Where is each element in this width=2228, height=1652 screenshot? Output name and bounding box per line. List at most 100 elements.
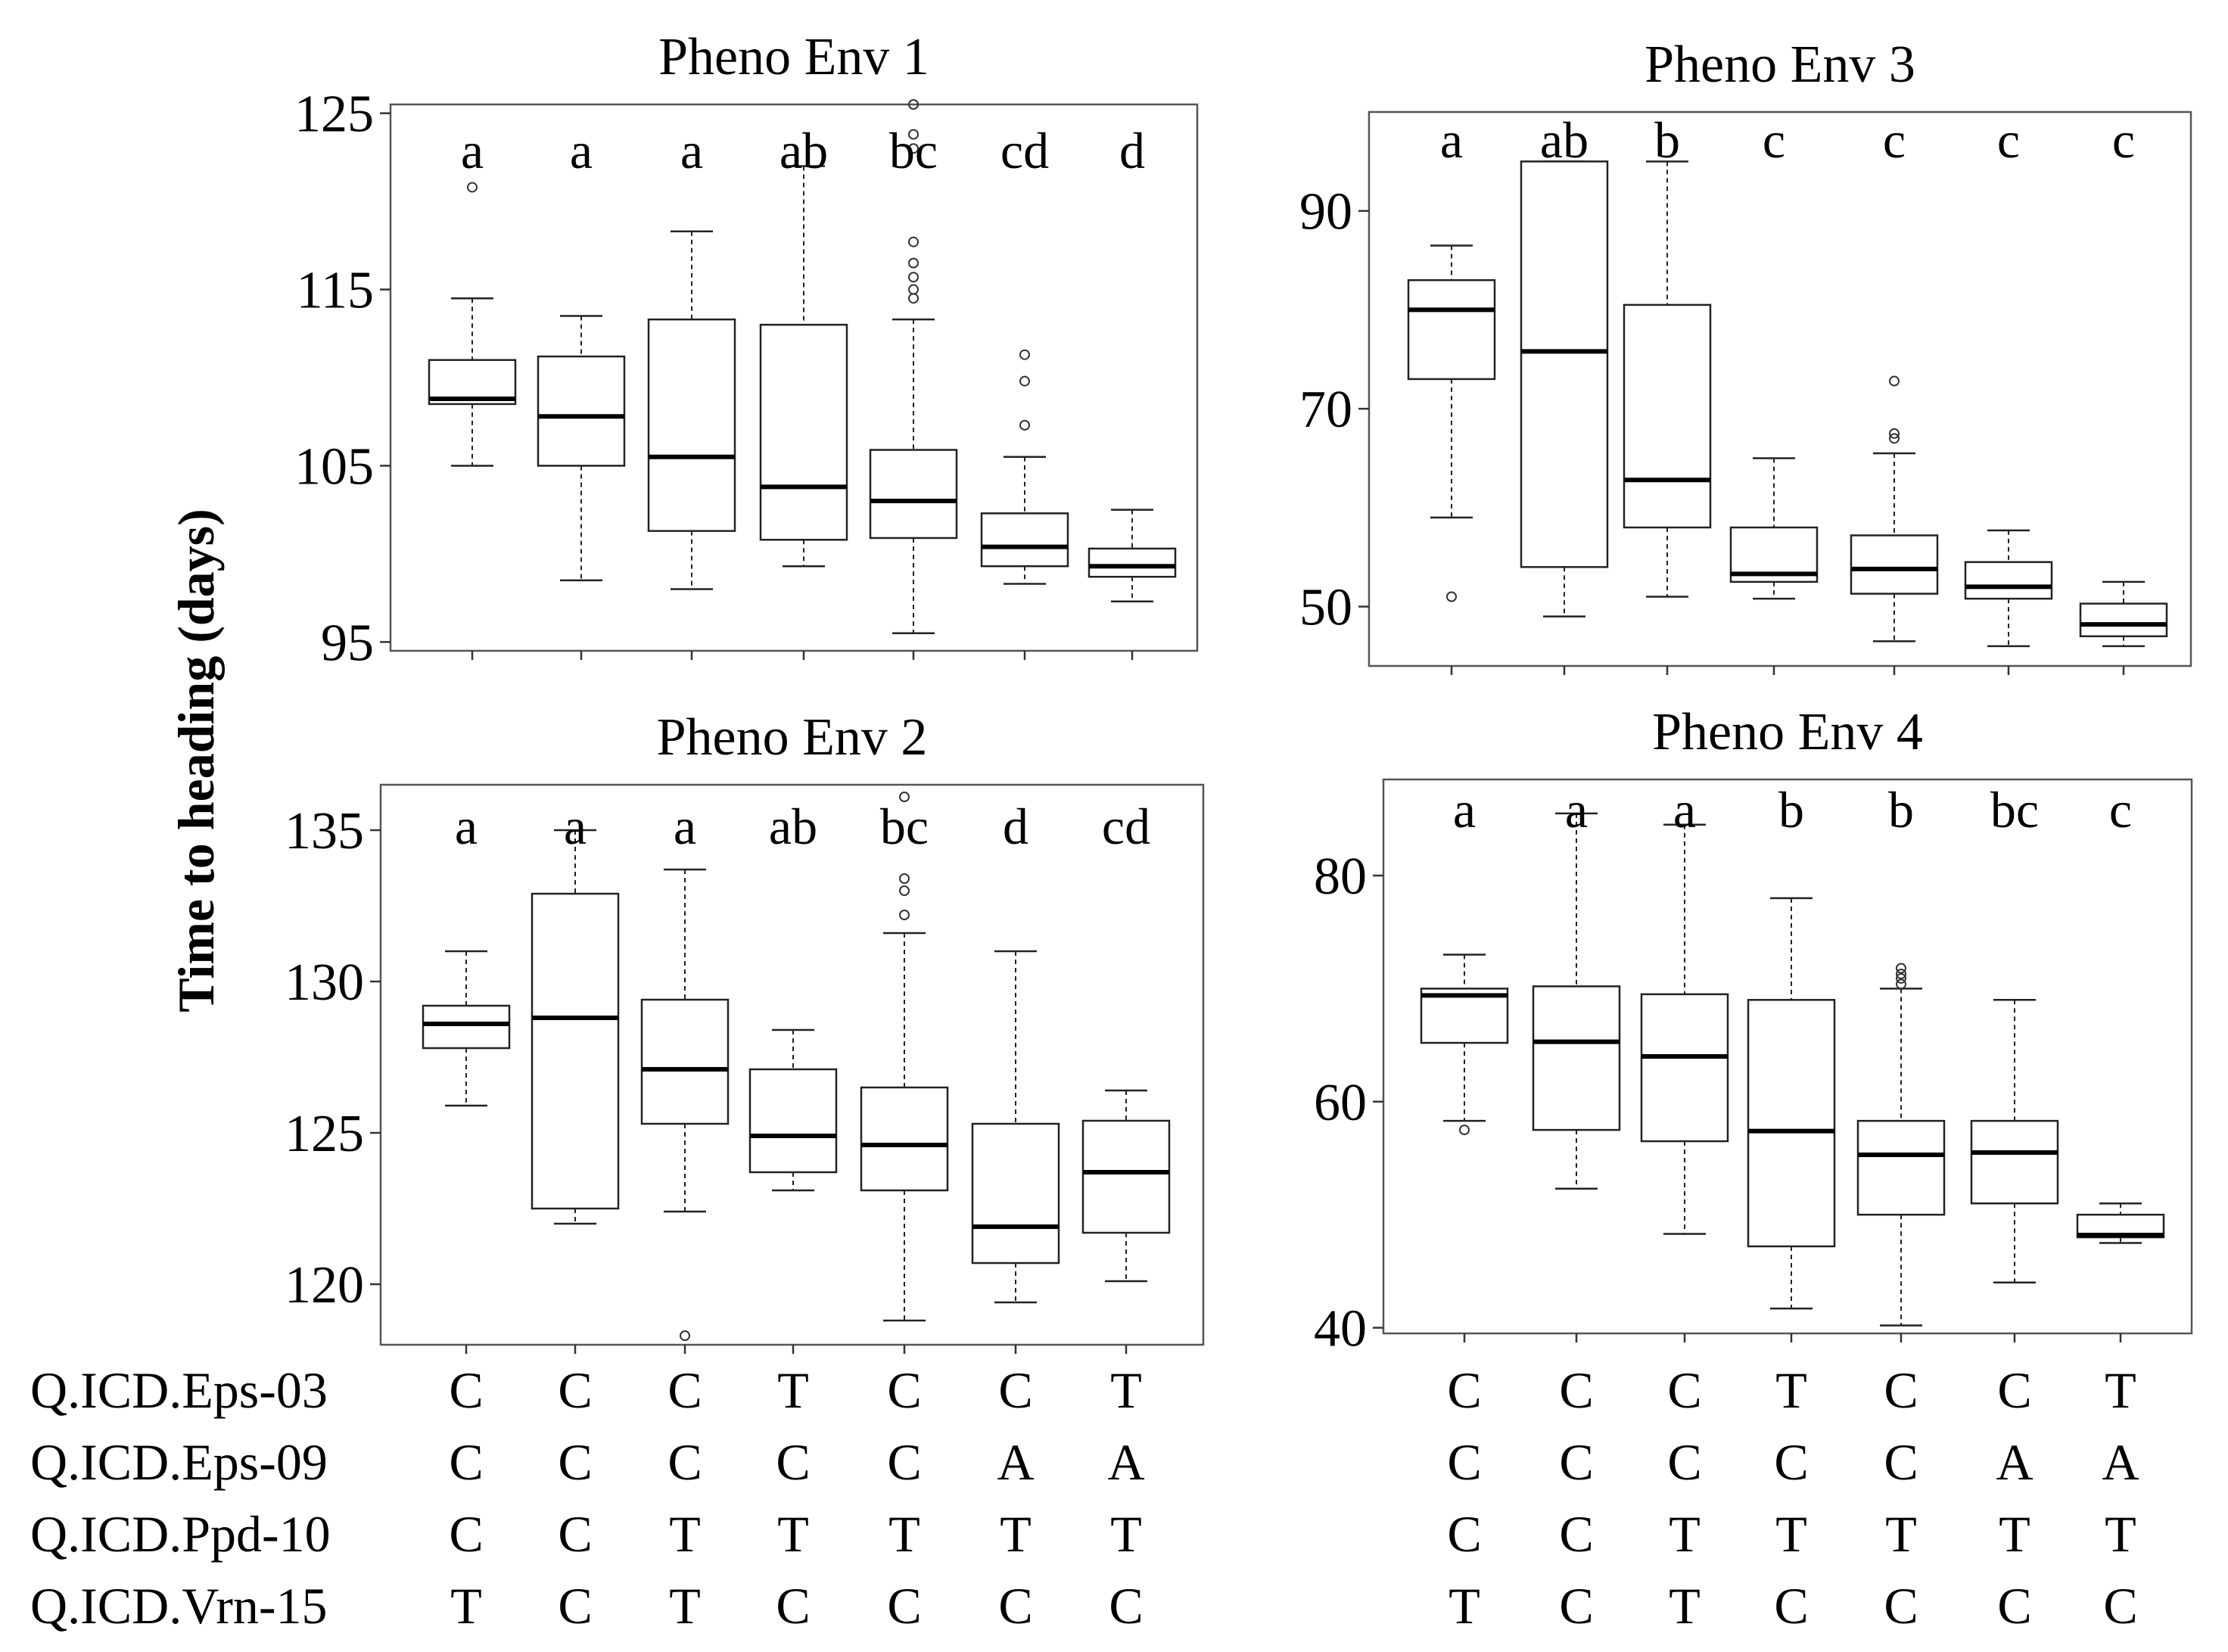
iqr-box (1532, 985, 1621, 1131)
genotype-cell-left: C (776, 1577, 810, 1635)
outlier-point (1019, 349, 1030, 360)
significance-letter: a (1453, 781, 1476, 838)
significance-letter: c (1763, 111, 1785, 169)
y-tick-label: 95 (321, 614, 374, 672)
y-tick-label: 120 (285, 1256, 364, 1314)
box-7: d (1088, 122, 1177, 603)
genotype-cell-right: C (1447, 1361, 1481, 1419)
genotype-cell-right: T (2105, 1361, 2136, 1419)
box-7: cd (1081, 798, 1171, 1283)
iqr-box (647, 318, 736, 532)
iqr-box (422, 1004, 511, 1050)
genotype-cell-right: T (1775, 1361, 1807, 1419)
outlier-point (1459, 1125, 1470, 1136)
outlier-point (1889, 375, 1900, 387)
box-7: c (2079, 111, 2168, 648)
iqr-box (1407, 278, 1496, 381)
y-tick-label: 50 (1299, 579, 1352, 637)
genotype-cell-right: A (1996, 1433, 2033, 1491)
marker-label: Q.ICD.Eps-03 (30, 1361, 328, 1419)
significance-letter: c (1997, 111, 2020, 169)
marker-label: Q.ICD.Ppd-10 (30, 1505, 331, 1563)
box-5: b (1856, 781, 1946, 1327)
outlier-point (908, 272, 919, 283)
box-4: ab (748, 798, 838, 1192)
genotype-cell-right: C (1559, 1577, 1593, 1635)
box-5: bc (860, 792, 949, 1322)
genotype-cell-right: C (1559, 1433, 1593, 1491)
outlier-point (908, 99, 919, 110)
outlier-point (1896, 963, 1906, 974)
genotype-cell-left: C (998, 1577, 1032, 1635)
significance-letter: a (455, 798, 478, 855)
outlier-point (908, 293, 919, 304)
genotype-cell-right: C (1997, 1577, 2031, 1635)
genotype-cell-right: C (1559, 1505, 1593, 1563)
box-4: ab (759, 122, 848, 568)
y-tick-label: 135 (285, 802, 364, 860)
significance-letter: a (674, 798, 696, 855)
outlier-point (1896, 968, 1906, 979)
marker-label: Q.ICD.Eps-09 (30, 1433, 328, 1491)
box-3: a (647, 122, 736, 590)
outlier-point (899, 910, 910, 920)
genotype-cell-right: A (2102, 1433, 2139, 1491)
iqr-box (1081, 1119, 1171, 1234)
genotype-cell-left: A (1107, 1433, 1144, 1491)
iqr-box (759, 323, 848, 541)
genotype-cell-right: C (1667, 1361, 1701, 1419)
marker-label: Q.ICD.Vrn-15 (30, 1577, 328, 1635)
genotype-cell-left: T (777, 1505, 809, 1563)
genotype-cell-left: T (1110, 1361, 1142, 1419)
significance-letter: a (564, 798, 587, 855)
genotype-cell-left: C (449, 1505, 483, 1563)
significance-letter: a (1440, 111, 1463, 169)
significance-letter: a (570, 122, 593, 179)
box-4: b (1747, 781, 1836, 1310)
iqr-box (2079, 602, 2168, 638)
iqr-box (1856, 1119, 1946, 1216)
y-tick-label: 70 (1299, 381, 1352, 439)
genotype-cell-right: T (1669, 1577, 1701, 1635)
panel-2: Pheno Env 2 120 125 130 135 a a a ab bc d cd (285, 708, 1205, 1354)
genotype-cell-right: T (1999, 1505, 2030, 1563)
box-3: a (1640, 781, 1729, 1235)
genotype-cell-left: C (887, 1433, 921, 1491)
significance-letter: ab (769, 798, 817, 855)
box-2: a (1532, 781, 1621, 1190)
box-6: cd (980, 122, 1069, 585)
box-6: bc (1970, 781, 2059, 1284)
genotype-cell-right: C (1447, 1433, 1481, 1491)
panel-1: Pheno Env 1 95 105 115 125 a a a ab bc cd d (294, 28, 1199, 672)
outlier-point (908, 284, 919, 295)
plot-frame (1382, 778, 2193, 1335)
genotype-cell-left: C (449, 1361, 483, 1419)
outlier-point (908, 143, 919, 154)
significance-letter: c (2109, 781, 2132, 838)
genotype-cell-right: C (1884, 1433, 1918, 1491)
y-tick-label: 40 (1314, 1300, 1367, 1358)
iqr-box (1640, 993, 1729, 1143)
outlier-point (1019, 419, 1030, 431)
significance-letter: d (1119, 122, 1145, 179)
significance-letter: bc (1990, 781, 2039, 838)
genotype-table: Q.ICD.Eps-03 C CC CC CT TC CC CT TQ.ICD.Eps-09 C C… (30, 1361, 2139, 1635)
y-tick-label: 60 (1314, 1074, 1367, 1132)
iqr-box (869, 449, 958, 540)
significance-letter: bc (889, 122, 938, 179)
iqr-box (748, 1068, 838, 1174)
genotype-cell-left: C (667, 1433, 702, 1491)
box-3: a (640, 798, 730, 1341)
iqr-box (1964, 561, 2053, 600)
genotype-cell-left: T (450, 1577, 482, 1635)
y-tick-label: 105 (294, 437, 374, 496)
y-tick-label: 125 (294, 86, 374, 144)
y-tick-label: 130 (285, 954, 364, 1012)
significance-letter: cd (1000, 122, 1049, 179)
significance-letter: a (461, 122, 484, 179)
genotype-cell-right: T (2105, 1505, 2136, 1563)
iqr-box (531, 892, 620, 1210)
outlier-point (1889, 428, 1900, 439)
significance-letter: c (2112, 111, 2135, 169)
genotype-cell-left: T (777, 1361, 809, 1419)
